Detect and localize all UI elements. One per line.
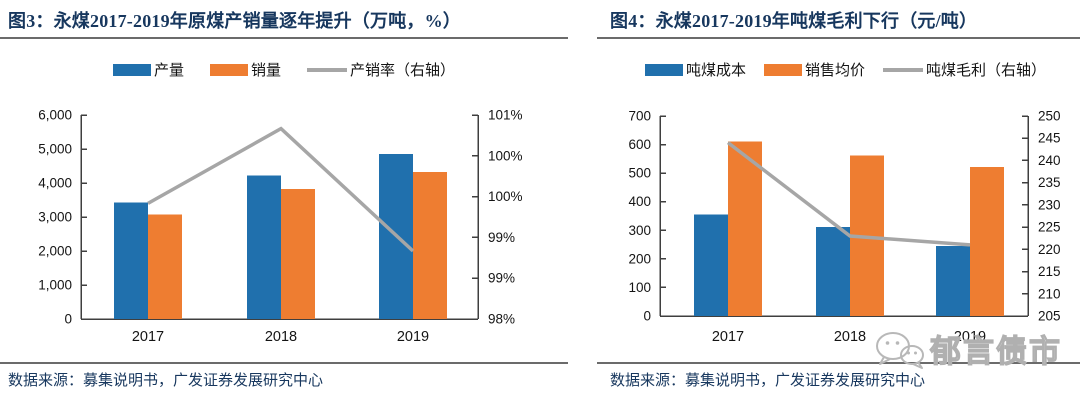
legend-item-production: 产量 (112, 59, 184, 80)
bar-吨煤成本-2017 (694, 214, 728, 316)
bar-产量-2017 (114, 202, 148, 319)
figure-3-title: 图3：永煤2017-2019年原煤产销量逐年提升（万吨，%） (8, 11, 461, 31)
left-axis-tick-label: 1,000 (38, 278, 72, 293)
left-axis-tick-label: 400 (628, 194, 651, 209)
right-axis-tick-label: 240 (1038, 153, 1061, 168)
left-axis-tick-label: 0 (643, 309, 651, 324)
right-axis-tick-label: 99% (488, 230, 515, 245)
sales-bar-swatch (209, 63, 248, 76)
legend-label: 吨煤毛利（右轴） (926, 63, 1047, 79)
legend-item-sales: 销量 (209, 59, 281, 80)
right-axis-tick-label: 210 (1038, 286, 1061, 301)
right-axis-tick-label: 215 (1038, 264, 1061, 279)
x-axis-label-2019: 2019 (954, 329, 986, 345)
left-axis-tick-label: 3,000 (38, 210, 72, 225)
right-axis-tick-label: 225 (1038, 220, 1061, 235)
right-axis-tick-label: 100% (488, 189, 523, 204)
figure-3-panel: 图3：永煤2017-2019年原煤产销量逐年提升（万吨，%） 产量 销量 产销率… (0, 11, 568, 389)
cost-bar-swatch (644, 63, 683, 76)
right-axis-tick-label: 99% (488, 271, 515, 286)
watermark-text: 郁言债市 (929, 333, 1062, 369)
legend-item-avg-price: 销售均价 (763, 59, 865, 80)
x-axis-label-2018: 2018 (834, 329, 866, 345)
figure-3-legend: 产量 销量 产销率（右轴） (0, 59, 568, 80)
legend-label: 产量 (153, 63, 184, 79)
right-axis-tick-label: 205 (1038, 309, 1061, 324)
right-axis-tick-label: 101% (488, 108, 523, 123)
figure-4-header-rule (597, 37, 1080, 39)
figure-4-source: 数据来源：募集说明书，广发证券发展研究中心 (610, 373, 926, 389)
legend-label: 产销率（右轴） (350, 63, 456, 79)
legend-item-sales-ratio: 产销率（右轴） (307, 59, 455, 80)
left-axis-tick-label: 500 (628, 166, 651, 181)
left-axis-tick-label: 300 (628, 223, 651, 238)
figure-4-chart: 700 600 500 400 300 200 100 0 250 245 240 235 230 225… (628, 109, 1061, 346)
right-axis-tick-label: 245 (1038, 131, 1061, 146)
x-axis-label-2019: 2019 (397, 329, 429, 345)
left-axis-tick-label: 5,000 (38, 142, 72, 157)
left-axis-tick-label: 200 (628, 251, 651, 266)
left-axis-tick-label: 0 (64, 312, 72, 327)
bar-销量-2019 (413, 171, 447, 319)
avg-price-bar-swatch (763, 63, 802, 76)
figure-4-footer-rule (597, 362, 1080, 364)
x-axis-label-2018: 2018 (265, 329, 297, 345)
bar-产量-2018 (247, 175, 281, 319)
left-axis-tick-label: 100 (628, 280, 651, 295)
right-axis-tick-label: 235 (1038, 175, 1061, 190)
left-axis-tick-label: 4,000 (38, 176, 72, 191)
figure-3-chart: 6,000 5,000 4,000 3,000 2,000 1,000 0 101% 100% 1… (38, 108, 523, 346)
left-axis-tick-label: 6,000 (38, 108, 72, 123)
figure-4-title: 图4：永煤2017-2019年吨煤毛利下行（元/吨） (610, 11, 978, 31)
right-axis-tick-label: 98% (488, 312, 515, 327)
bar-销售均价-2019 (970, 166, 1004, 316)
trend-line-吨煤毛利（右轴） (726, 141, 971, 247)
trend-line-产销率（右轴） (147, 126, 415, 253)
figure-3-footer-rule (0, 362, 568, 364)
production-bar-swatch (112, 63, 151, 76)
bar-吨煤成本-2018 (816, 226, 850, 316)
left-axis-tick-label: 600 (628, 137, 651, 152)
x-axis-label-2017: 2017 (132, 329, 164, 345)
bar-销量-2018 (281, 189, 315, 319)
gross-profit-line-swatch (883, 67, 923, 72)
sales-ratio-line-swatch (307, 67, 347, 72)
x-axis-label-2017: 2017 (712, 329, 744, 345)
wechat-icon (876, 332, 924, 369)
right-axis-tick-label: 220 (1038, 242, 1061, 257)
figure-4-legend: 吨煤成本 销售均价 吨煤毛利（右轴） (597, 59, 1080, 80)
right-axis-tick-label: 230 (1038, 197, 1061, 212)
bar-销售均价-2017 (728, 141, 762, 316)
bar-吨煤成本-2019 (936, 246, 970, 316)
legend-item-cost: 吨煤成本 (644, 59, 746, 80)
left-axis-tick-label: 2,000 (38, 244, 72, 259)
watermark: 郁言债市 (874, 330, 1062, 372)
left-axis-tick-label: 700 (628, 109, 651, 124)
right-axis-tick-label: 100% (488, 148, 523, 163)
figure-4-panel: 图4：永煤2017-2019年吨煤毛利下行（元/吨） 吨煤成本 销售均价 吨煤毛… (597, 0, 1080, 408)
legend-label: 吨煤成本 (685, 63, 746, 79)
legend-item-gross-profit: 吨煤毛利（右轴） (883, 59, 1046, 80)
figure-3-header-rule (0, 37, 568, 39)
bar-销量-2017 (148, 214, 182, 319)
right-axis-tick-label: 250 (1038, 109, 1061, 124)
figure-3-source: 数据来源：募集说明书，广发证券发展研究中心 (8, 373, 324, 389)
legend-label: 销售均价 (804, 63, 865, 79)
legend-label: 销量 (250, 63, 281, 79)
